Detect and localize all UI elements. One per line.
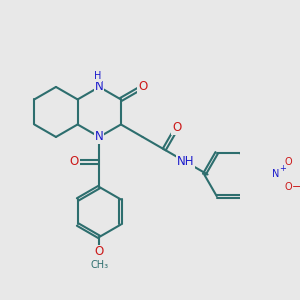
Text: O: O <box>138 80 147 93</box>
Text: O: O <box>284 157 292 167</box>
Text: H: H <box>94 71 102 81</box>
Text: N: N <box>95 130 103 143</box>
Text: O: O <box>94 245 104 259</box>
Text: NH: NH <box>177 155 195 169</box>
Text: CH₃: CH₃ <box>90 260 108 269</box>
Text: O: O <box>172 121 182 134</box>
Text: O: O <box>284 182 292 192</box>
Text: O: O <box>70 155 79 169</box>
Text: N: N <box>272 169 279 179</box>
Text: −: − <box>292 182 300 192</box>
Text: N: N <box>95 80 103 93</box>
Text: +: + <box>279 164 286 173</box>
